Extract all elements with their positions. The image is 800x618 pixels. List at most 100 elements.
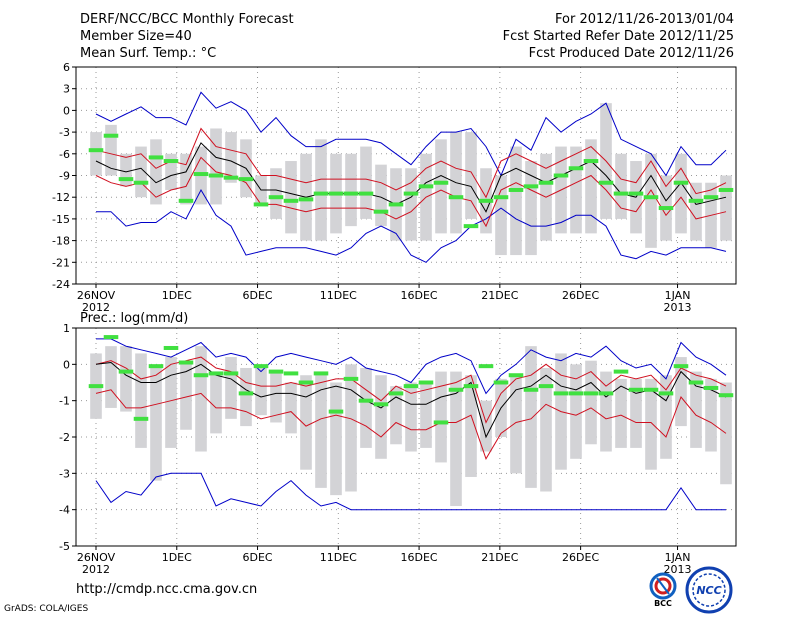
- observation-marker: [493, 195, 509, 200]
- start-date: Fcst Started Refer Date 2012/11/25: [502, 29, 734, 44]
- observation-marker: [688, 380, 704, 385]
- observation-marker: [493, 380, 509, 385]
- observation-marker: [508, 187, 524, 192]
- ensemble-box: [345, 364, 357, 492]
- max-line: [95, 91, 727, 177]
- observation-marker: [478, 198, 494, 203]
- chart-title: DERF/NCC/BCC Monthly Forecast: [80, 12, 294, 27]
- source-url[interactable]: http://cmdp.ncc.cma.gov.cn: [76, 582, 258, 597]
- y-tick-label: -6: [59, 148, 70, 161]
- ensemble-box: [210, 128, 222, 205]
- min-line: [95, 472, 726, 511]
- ensemble-box: [405, 382, 417, 452]
- observation-marker: [373, 209, 389, 214]
- observation-marker: [253, 364, 269, 369]
- observation-marker: [88, 148, 104, 153]
- observation-marker: [613, 191, 629, 196]
- ensemble-box: [585, 360, 597, 445]
- ensemble-box: [105, 346, 117, 408]
- observation-marker: [133, 416, 149, 421]
- y-tick-label: 6: [63, 61, 70, 74]
- observation-marker: [358, 191, 374, 196]
- observation-marker: [373, 402, 389, 407]
- ensemble-box: [165, 357, 177, 448]
- observation-marker: [403, 191, 419, 196]
- y-tick-label: -3: [59, 126, 70, 139]
- ensemble-box: [120, 346, 132, 412]
- ensemble-box: [510, 146, 522, 256]
- ensemble-box: [705, 378, 717, 452]
- ensemble-box: [435, 139, 447, 234]
- y-tick-label: -5: [59, 540, 70, 553]
- x-tick-label: 21DEC: [481, 289, 518, 302]
- grads-credit: GrADS: COLA/IGES: [4, 604, 89, 614]
- y-tick-label: -1: [59, 395, 70, 408]
- ensemble-box: [90, 132, 102, 176]
- observation-marker: [703, 195, 719, 200]
- ensemble-box: [120, 153, 132, 187]
- ensemble-box: [630, 378, 642, 448]
- x-tick-label: 21DEC: [481, 551, 518, 564]
- y-tick-label: -21: [52, 256, 70, 269]
- observation-marker: [673, 180, 689, 185]
- y-tick-label: 0: [63, 358, 70, 371]
- y-tick-label: 0: [63, 104, 70, 117]
- observation-marker: [388, 391, 404, 396]
- observation-marker: [103, 133, 119, 138]
- observation-marker: [688, 198, 704, 203]
- ensemble-box: [180, 153, 192, 205]
- observation-marker: [388, 202, 404, 207]
- observation-marker: [538, 180, 554, 185]
- observation-marker: [673, 364, 689, 369]
- x-tick-label: 1JAN: [665, 551, 691, 564]
- y-tick-label: 3: [63, 83, 70, 96]
- ensemble-box: [570, 146, 582, 234]
- x-tick-label: 26DEC: [562, 289, 599, 302]
- observation-marker: [223, 175, 239, 180]
- observation-marker: [103, 335, 119, 340]
- ensemble-box: [525, 161, 537, 256]
- observation-marker: [268, 369, 284, 374]
- member-size: Member Size=40: [80, 29, 192, 44]
- observation-marker: [598, 180, 614, 185]
- x-year-label: 2013: [664, 563, 692, 576]
- min-line: [96, 188, 727, 263]
- x-tick-label: 1DEC: [162, 289, 192, 302]
- observation-marker: [133, 180, 149, 185]
- x-tick-label: 16DEC: [401, 551, 438, 564]
- ensemble-box: [615, 153, 627, 219]
- ensemble-box: [210, 371, 222, 434]
- observation-marker: [478, 364, 494, 369]
- ensemble-box: [330, 382, 342, 496]
- observation-marker: [343, 191, 359, 196]
- x-year-label: 2012: [82, 563, 110, 576]
- observation-marker: [193, 172, 209, 177]
- forecast-period: For 2012/11/26-2013/01/04: [555, 12, 734, 27]
- upper-std-line: [95, 356, 727, 424]
- observation-marker: [613, 369, 629, 374]
- ensemble-box: [585, 139, 597, 234]
- ensemble-box: [315, 371, 327, 488]
- upper-std-line: [95, 127, 727, 199]
- observation-marker: [268, 195, 284, 200]
- x-year-label: 2013: [664, 301, 692, 314]
- ensemble-box: [150, 367, 162, 481]
- observation-marker: [208, 371, 224, 376]
- observation-marker: [703, 385, 719, 390]
- y-tick-label: -12: [52, 191, 70, 204]
- observation-marker: [238, 391, 254, 396]
- observation-marker: [658, 206, 674, 211]
- x-tick-label: 11DEC: [320, 551, 357, 564]
- observation-marker: [358, 398, 374, 403]
- ensemble-box: [570, 364, 582, 459]
- observation-marker: [658, 391, 674, 396]
- observation-marker: [148, 364, 164, 369]
- observation-marker: [193, 373, 209, 378]
- x-tick-label: 11DEC: [320, 289, 357, 302]
- ensemble-box: [525, 346, 537, 488]
- ensemble-box: [315, 139, 327, 241]
- observation-marker: [508, 373, 524, 378]
- precipitation-chart: 1 0 -1 -2 -3 -4 -5 26NOV 1DEC 6DEC 11DEC 16DEC 21DEC…: [59, 322, 737, 576]
- observation-marker: [568, 166, 584, 171]
- observation-marker: [253, 202, 269, 207]
